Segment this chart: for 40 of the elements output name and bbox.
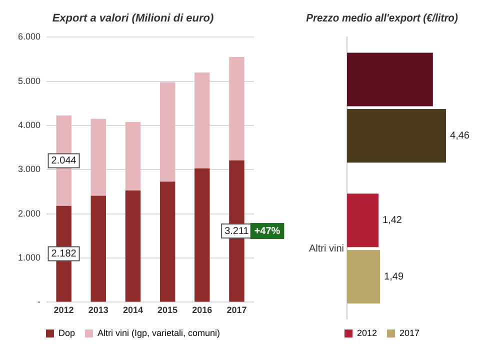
bar [125, 122, 141, 190]
bar [125, 190, 141, 302]
legend-label: 2012 [356, 328, 378, 338]
bar [347, 109, 446, 163]
chart-title: Export a valori (Milioni di euro) [52, 12, 214, 25]
x-tick-label: 2017 [226, 305, 247, 316]
data-label: 1,49 [384, 271, 404, 282]
x-tick-label: 2012 [54, 305, 74, 316]
x-tick-label: 2015 [158, 305, 178, 316]
bar [160, 182, 176, 302]
text: +47% [254, 226, 280, 237]
x-tick-label: 2016 [192, 305, 212, 316]
bar [194, 72, 210, 168]
legend-label: Altri vini (Igp, varietali, comuni) [97, 328, 220, 338]
data-label: 1,42 [382, 215, 402, 226]
y-tick-label: 4.000 [18, 120, 41, 130]
y-tick-label: 1.000 [18, 252, 41, 263]
bar [347, 250, 380, 304]
legend-label: 2017 [400, 328, 420, 338]
bar [347, 52, 433, 106]
data-label: 2.182 [51, 248, 77, 260]
bar [160, 82, 176, 182]
bar [194, 168, 210, 302]
y-tick-label: Altri vini [308, 243, 344, 254]
bar [90, 196, 106, 302]
data-label: 2.044 [51, 155, 77, 166]
x-tick-label: 2013 [88, 305, 108, 316]
bar [90, 118, 106, 196]
data-label: 4,46 [450, 130, 470, 142]
chart-title: Prezzo medio all'export (€/litro) [306, 12, 458, 25]
y-tick-label: 2.000 [18, 208, 41, 218]
legend-label: Dop [58, 328, 75, 338]
y-tick-label: 5.000 [18, 76, 41, 86]
y-tick-label: - [38, 296, 41, 307]
bar [347, 194, 379, 248]
y-tick-label: 3.000 [18, 164, 41, 174]
y-tick-label: 6.000 [18, 32, 41, 42]
x-tick-label: 2014 [122, 305, 143, 316]
data-label: 3.211 [224, 226, 250, 237]
bar [229, 57, 244, 160]
